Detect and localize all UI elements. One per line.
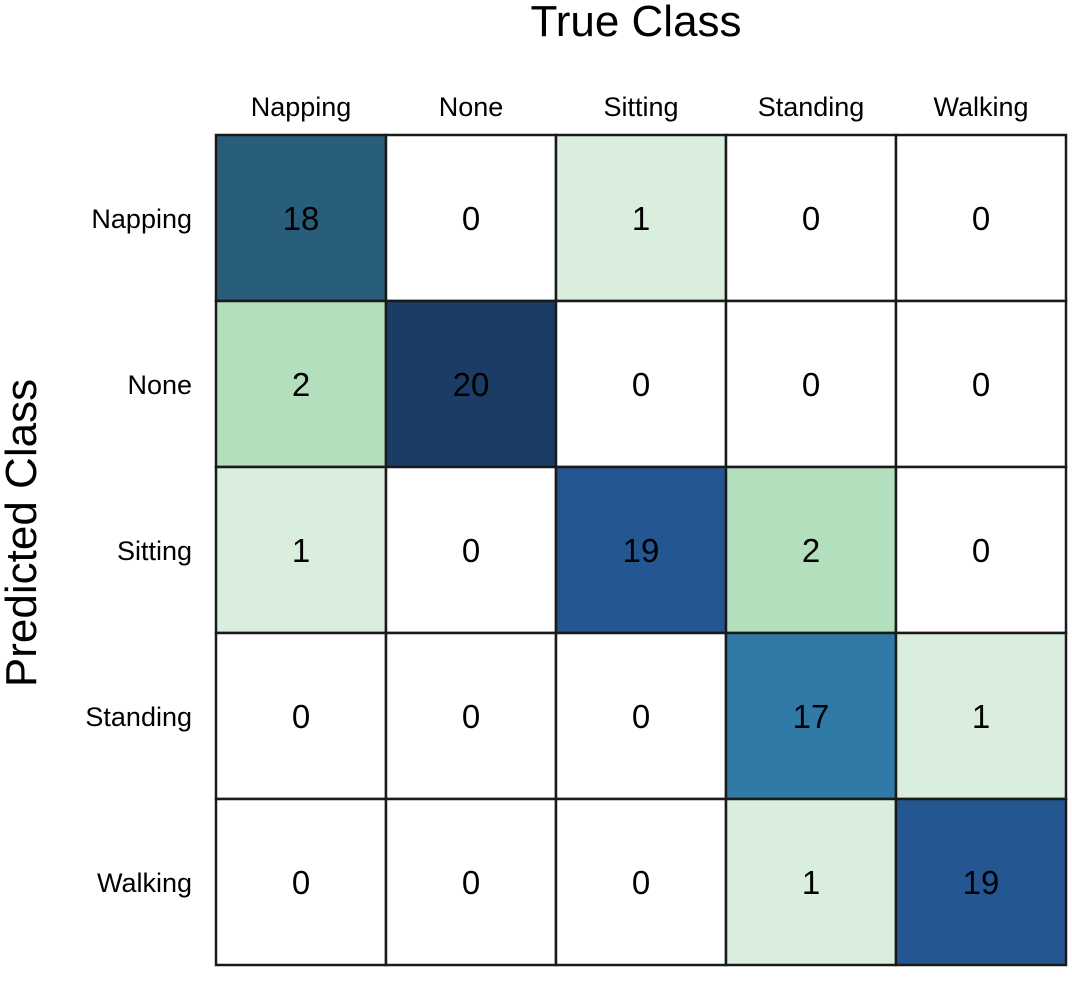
cell-value-sitting-standing: 2 — [802, 532, 820, 569]
cell-value-standing-walking: 1 — [972, 698, 990, 735]
cell-value-napping-standing: 0 — [802, 200, 820, 237]
x-axis-title: True Class — [530, 0, 741, 46]
x-tick-standing: Standing — [758, 92, 865, 122]
cell-value-sitting-walking: 0 — [972, 532, 990, 569]
cell-napping-none — [384, 133, 558, 303]
cell-value-standing-standing: 17 — [793, 698, 830, 735]
cell-value-walking-napping: 0 — [292, 864, 310, 901]
y-tick-walking: Walking — [97, 868, 192, 898]
cell-sitting-standing — [724, 465, 898, 635]
cell-walking-walking — [894, 797, 1068, 967]
cell-standing-walking — [894, 631, 1068, 801]
cell-napping-sitting — [554, 133, 728, 303]
cell-value-standing-napping: 0 — [292, 698, 310, 735]
cell-value-standing-none: 0 — [462, 698, 480, 735]
y-tick-napping: Napping — [91, 204, 192, 234]
cell-value-standing-sitting: 0 — [632, 698, 650, 735]
cell-walking-sitting — [554, 797, 728, 967]
cell-value-sitting-none: 0 — [462, 532, 480, 569]
cell-value-walking-sitting: 0 — [632, 864, 650, 901]
cell-sitting-walking — [894, 465, 1068, 635]
x-tick-walking: Walking — [933, 92, 1028, 122]
cell-value-walking-standing: 1 — [802, 864, 820, 901]
y-axis-title: Predicted Class — [0, 379, 46, 687]
cell-value-napping-walking: 0 — [972, 200, 990, 237]
y-tick-standing: Standing — [85, 702, 192, 732]
cell-napping-napping — [214, 133, 388, 303]
cell-value-napping-none: 0 — [462, 200, 480, 237]
y-tick-sitting: Sitting — [117, 536, 192, 566]
x-tick-labels: Napping None Sitting Standing Walking — [251, 92, 1029, 122]
x-tick-none: None — [439, 92, 504, 122]
cell-value-none-none: 20 — [453, 366, 490, 403]
x-tick-napping: Napping — [251, 92, 352, 122]
cell-value-sitting-sitting: 19 — [623, 532, 660, 569]
cell-none-napping — [214, 299, 388, 469]
cell-value-sitting-napping: 1 — [292, 532, 310, 569]
cell-value-none-sitting: 0 — [632, 366, 650, 403]
cell-value-none-napping: 2 — [292, 366, 310, 403]
cell-standing-standing — [724, 631, 898, 801]
cell-value-none-walking: 0 — [972, 366, 990, 403]
cell-napping-standing — [724, 133, 898, 303]
cell-standing-sitting — [554, 631, 728, 801]
cell-value-napping-sitting: 1 — [632, 200, 650, 237]
y-tick-none: None — [127, 370, 192, 400]
y-tick-labels: Napping None Sitting Standing Walking — [85, 204, 192, 898]
cell-none-walking — [894, 299, 1068, 469]
cell-sitting-none — [384, 465, 558, 635]
cell-value-walking-none: 0 — [462, 864, 480, 901]
cell-walking-napping — [214, 797, 388, 967]
cell-standing-napping — [214, 631, 388, 801]
heatmap-cells: 18 0 1 0 02 20 0 0 01 0 19 2 00 0 0 17 10 0 0 1 19 — [214, 133, 1068, 967]
cell-walking-none — [384, 797, 558, 967]
cell-value-walking-walking: 19 — [963, 864, 1000, 901]
cell-none-sitting — [554, 299, 728, 469]
cell-standing-none — [384, 631, 558, 801]
x-tick-sitting: Sitting — [603, 92, 678, 122]
cell-value-none-standing: 0 — [802, 366, 820, 403]
cell-value-napping-napping: 18 — [283, 200, 320, 237]
